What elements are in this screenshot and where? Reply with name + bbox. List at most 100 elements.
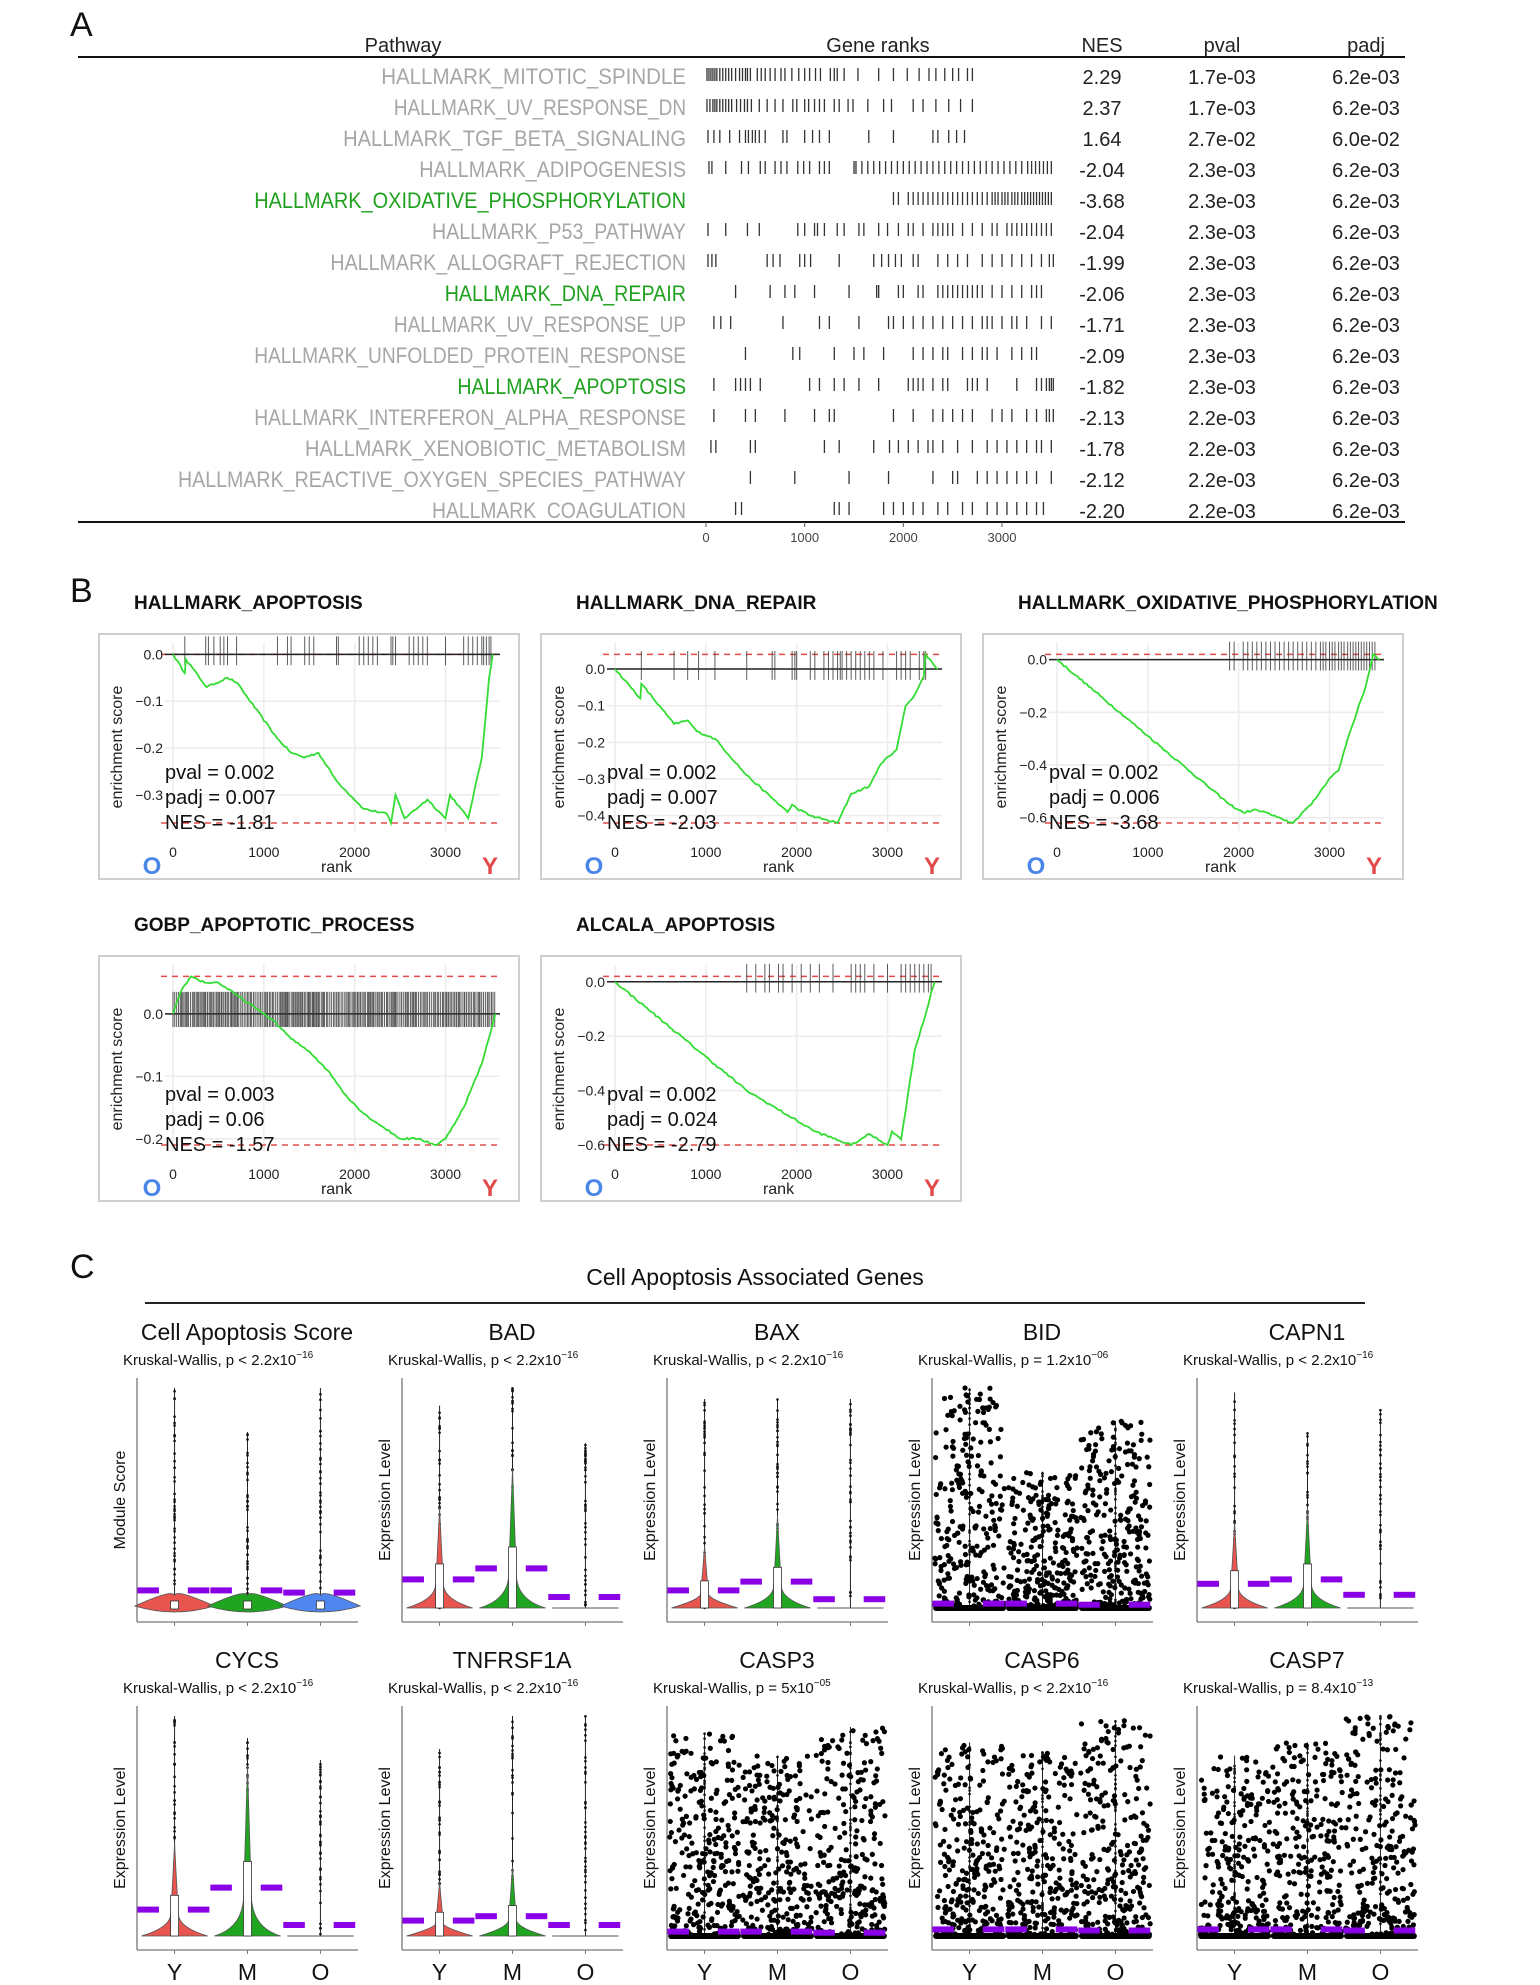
data-point [683,1794,688,1799]
zero-points [1079,1933,1152,1939]
mean-bar [1343,1592,1365,1598]
outlier-point [703,1763,706,1766]
data-point [973,1552,978,1557]
data-point [701,1914,706,1919]
data-point [824,1903,829,1908]
data-point [862,1885,867,1890]
data-point [1125,1441,1130,1446]
gene-hit-ticks [173,992,495,1027]
data-point [763,1894,768,1899]
outlier-point [319,1393,322,1396]
outlier-point [584,1871,587,1874]
data-point [1113,1454,1118,1459]
plot-title: BAD [488,1319,535,1345]
data-point [692,1786,697,1791]
data-point [1128,1448,1133,1453]
mean-bar [261,1587,283,1593]
data-point [1082,1788,1087,1793]
data-point [708,1746,713,1751]
data-point [999,1744,1004,1749]
data-point [773,1899,778,1904]
data-point [1211,1882,1216,1887]
outlier-point [319,1815,322,1818]
data-point [990,1907,995,1912]
outlier-point [319,1587,322,1590]
data-point [937,1555,942,1560]
data-point [687,1820,692,1825]
data-point [767,1795,772,1800]
data-point [997,1516,1002,1521]
data-point [809,1816,814,1821]
data-point [686,1892,691,1897]
data-point [954,1837,959,1842]
outlier-point [438,1489,441,1492]
data-point [998,1473,1003,1478]
data-point [694,1850,699,1855]
data-point [1103,1723,1108,1728]
data-point [1091,1778,1096,1783]
outlier-point [1306,1504,1309,1507]
x-group-label: M [1033,1959,1052,1980]
data-point [1062,1793,1067,1798]
data-point [1033,1921,1038,1926]
data-point [971,1509,976,1514]
data-point [986,1795,991,1800]
data-point [1046,1794,1051,1799]
data-point [1088,1476,1093,1481]
outlier-point [438,1781,441,1784]
data-point [1068,1530,1073,1535]
outlier-point [849,1822,852,1825]
data-point [937,1581,942,1586]
outlier-point [849,1485,852,1488]
data-point [957,1591,962,1596]
outlier-point [319,1531,322,1534]
outlier-point [319,1785,322,1788]
data-point [1136,1786,1141,1791]
data-point [735,1830,740,1835]
header-padj: padj [1347,35,1385,57]
data-point [873,1773,878,1778]
data-point [1043,1779,1048,1784]
outlier-point [1114,1783,1117,1786]
data-point [1138,1744,1143,1749]
outlier-point [319,1442,322,1445]
data-point [1211,1766,1216,1771]
outlier-point [511,1389,514,1392]
mean-bar [983,1926,1005,1932]
data-point [854,1789,859,1794]
data-point [1086,1782,1091,1787]
outlier-point [968,1540,971,1543]
pval-value: 2.2e-03 [1188,470,1256,492]
outlier-point [584,1807,587,1810]
group-o [1078,1419,1152,1626]
data-point [1015,1779,1020,1784]
outlier-point [319,1923,322,1926]
data-point [854,1893,859,1898]
data-point [1140,1758,1145,1763]
data-point [680,1850,685,1855]
data-point [1260,1903,1265,1908]
data-point [966,1592,971,1597]
outlier-point [1114,1565,1117,1568]
data-point [1040,1829,1045,1834]
x-group-label: M [768,1959,787,1980]
data-point [1115,1574,1120,1579]
x-axis-label: rank [763,859,795,876]
data-point [1120,1862,1125,1867]
outlier-point [968,1412,971,1415]
outlier-point [438,1800,441,1803]
data-point [1124,1920,1129,1925]
x-tick-label: 0 [169,1166,177,1182]
data-point [946,1755,951,1760]
data-point [840,1786,845,1791]
outlier-point [1114,1774,1117,1777]
outlier-point [776,1837,779,1840]
data-point [668,1801,673,1806]
data-point [1085,1581,1090,1586]
data-point [1032,1804,1037,1809]
data-point [696,1901,701,1906]
data-point [1031,1905,1036,1910]
data-point [1094,1464,1099,1469]
data-point [840,1733,845,1738]
data-point [1116,1730,1121,1735]
